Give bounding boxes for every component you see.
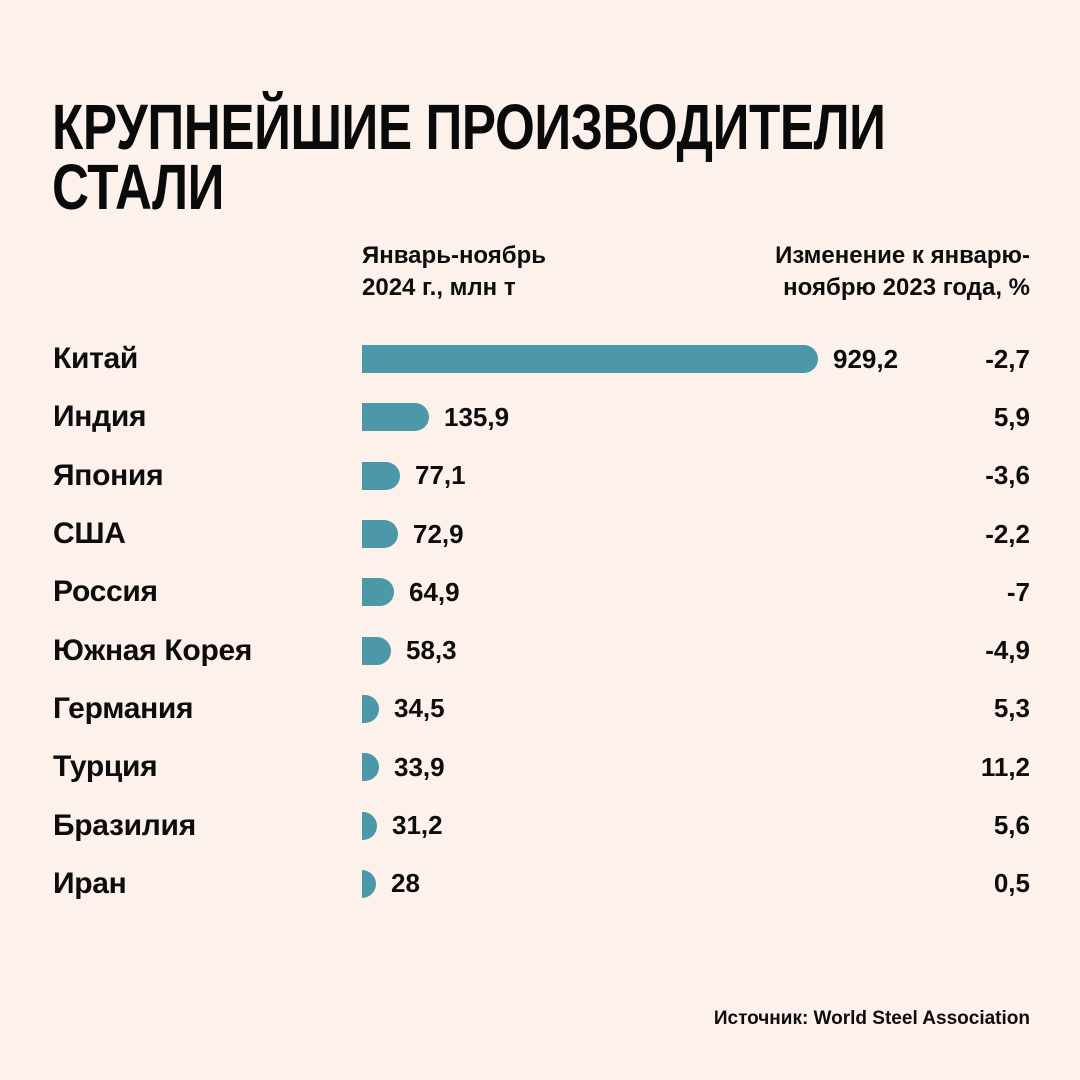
page-title: КРУПНЕЙШИЕ ПРОИЗВОДИТЕЛИ СТАЛИ [52, 95, 1080, 219]
change-label: 0,5 [993, 868, 1030, 899]
bar-chart-rows: Китай 929,2 -2,7 Индия 135,9 5,9 Япония … [0, 330, 1080, 913]
change-label: -7 [1006, 576, 1030, 607]
bar-group: 58,3 -4,9 [362, 635, 1030, 666]
value-bar [362, 403, 429, 432]
value-bar [362, 520, 398, 549]
bar-group: 929,2 -2,7 [362, 344, 1030, 375]
value-bar [362, 345, 818, 374]
change-label: -2,2 [985, 518, 1030, 549]
value-label: 34,5 [394, 693, 445, 724]
country-label: Южная Корея [53, 633, 253, 667]
country-label: Япония [53, 458, 164, 492]
change-column-header: Изменение к январю- ноябрю 2023 года, % [775, 240, 1030, 304]
value-label: 135,9 [444, 401, 510, 432]
value-bar [362, 869, 376, 898]
change-label: 11,2 [980, 751, 1030, 782]
country-label: Бразилия [53, 808, 196, 842]
value-bar [362, 694, 379, 723]
value-column-header: Январь-ноябрь 2024 г., млн т [362, 240, 546, 304]
page-title-line2: СТАЛИ [52, 150, 225, 223]
value-label: 33,9 [394, 751, 445, 782]
table-row: Иран 28 0,5 [0, 855, 1080, 913]
table-row: Бразилия 31,2 5,6 [0, 796, 1080, 854]
value-bar [362, 636, 391, 665]
change-label: 5,3 [993, 693, 1030, 724]
bar-group: 64,9 -7 [362, 577, 1030, 608]
value-label: 77,1 [415, 460, 466, 491]
bar-group: 135,9 5,9 [362, 402, 1030, 433]
table-row: Индия 135,9 5,9 [0, 388, 1080, 446]
change-label: -2,7 [985, 343, 1030, 374]
change-label: -3,6 [985, 460, 1030, 491]
value-label: 64,9 [409, 576, 460, 607]
value-bar [362, 578, 394, 607]
value-label: 72,9 [413, 518, 464, 549]
country-label: Турция [53, 750, 158, 784]
bar-group: 77,1 -3,6 [362, 460, 1030, 491]
table-row: Южная Корея 58,3 -4,9 [0, 621, 1080, 679]
table-row: Япония 77,1 -3,6 [0, 447, 1080, 505]
value-bar [362, 811, 377, 840]
bar-group: 34,5 5,3 [362, 693, 1030, 724]
value-label: 28 [391, 868, 420, 899]
page-title-line1: КРУПНЕЙШИЕ ПРОИЗВОДИТЕЛИ [52, 90, 886, 163]
table-row: Турция 33,9 11,2 [0, 738, 1080, 796]
value-column-header-line1: Январь-ноябрь [362, 242, 547, 269]
change-column-header-line2: ноябрю 2023 года, % [783, 274, 1030, 301]
value-label: 31,2 [392, 810, 443, 841]
source-credit: Источник: World Steel Association [713, 1008, 1030, 1029]
bar-group: 72,9 -2,2 [362, 519, 1030, 550]
country-label: Россия [53, 575, 158, 609]
country-label: Индия [53, 400, 147, 434]
bar-group: 28 0,5 [362, 868, 1030, 899]
bar-group: 33,9 11,2 [362, 752, 1030, 783]
table-row: Россия 64,9 -7 [0, 563, 1080, 621]
country-label: Германия [53, 691, 194, 725]
change-column-header-line1: Изменение к январю- [775, 242, 1030, 269]
bar-group: 31,2 5,6 [362, 810, 1030, 841]
table-row: Германия 34,5 5,3 [0, 680, 1080, 738]
country-label: Китай [53, 342, 139, 376]
change-label: -4,9 [985, 635, 1030, 666]
value-label: 58,3 [406, 635, 457, 666]
country-label: Иран [53, 866, 127, 900]
country-label: США [53, 517, 126, 551]
value-bar [362, 753, 379, 782]
value-column-header-line2: 2024 г., млн т [362, 274, 516, 301]
value-label: 929,2 [833, 343, 899, 374]
value-bar [362, 461, 400, 490]
table-row: Китай 929,2 -2,7 [0, 330, 1080, 388]
change-label: 5,6 [993, 810, 1030, 841]
table-row: США 72,9 -2,2 [0, 505, 1080, 563]
change-label: 5,9 [993, 401, 1030, 432]
